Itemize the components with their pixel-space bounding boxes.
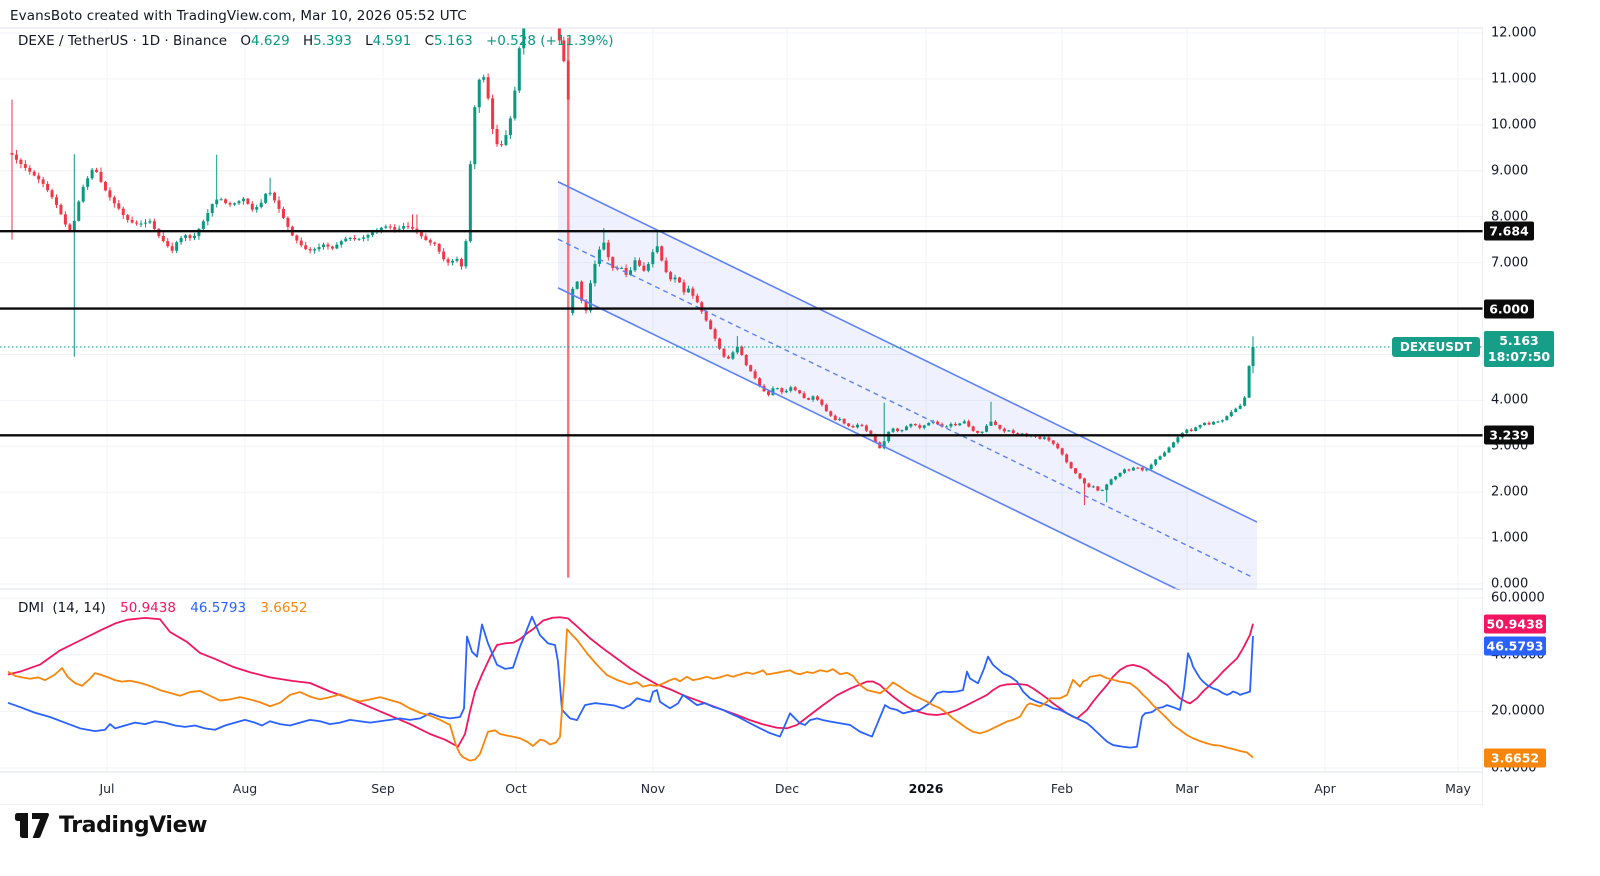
price-tick-label: 10.000 (1491, 117, 1537, 133)
price-tick-label: 11.000 (1491, 71, 1537, 87)
chart-canvas[interactable] (0, 0, 1483, 805)
last-price-countdown-badge: 5.163 18:07:50 (1484, 331, 1554, 367)
close-label: C (424, 33, 435, 49)
attribution-text: EvansBoto created with TradingView.com, … (10, 8, 467, 24)
price-axis[interactable]: 5.163 18:07:50 12.000 11.000 10.000 9.000 8.… (1483, 25, 1600, 805)
time-axis-label: Jul (99, 781, 115, 796)
price-tick-label: 12.000 (1491, 25, 1537, 41)
indicator-value-badge: 50.9438 (1484, 614, 1546, 634)
price-tick-label: 1.000 (1491, 530, 1529, 546)
time-axis-label: Feb (1050, 781, 1074, 796)
time-axis-label: May (1445, 781, 1471, 796)
indicator-value-badge: 46.5793 (1484, 636, 1546, 656)
indicator-tick-label: 60.0000 (1491, 590, 1545, 606)
time-axis[interactable]: Jul Aug Sep Oct Nov Dec 2026 Feb Mar Apr May (0, 772, 1483, 805)
price-tick-label: 0.000 (1491, 576, 1529, 592)
open-label: O (240, 33, 252, 49)
open-value: 4.629 (251, 33, 290, 49)
low-value: 4.591 (372, 33, 412, 49)
change-value: +0.528 (+11.39%) (485, 33, 614, 49)
last-price: 5.163 (1499, 333, 1539, 348)
time-axis-label: 2026 (908, 781, 944, 796)
close-value: 5.163 (434, 33, 473, 49)
tradingview-logo[interactable]: TradingView (14, 812, 207, 839)
indicator-value-badge: 3.6652 (1484, 748, 1546, 768)
adx-value: 50.9438 (120, 600, 176, 616)
high-value: 5.393 (313, 33, 352, 49)
plus-di-value: 46.5793 (190, 600, 247, 616)
minus-di-value: 3.6652 (260, 600, 308, 616)
price-level-badge: 6.000 (1484, 299, 1534, 319)
price-level-badge: 3.239 (1484, 425, 1534, 445)
low-label: L (365, 33, 373, 49)
time-axis-label: Sep (371, 781, 395, 796)
time-axis-label: Nov (640, 781, 666, 796)
price-tick-label: 9.000 (1491, 163, 1529, 179)
symbol-title: DEXE / TetherUS · 1D · Binance (18, 33, 228, 49)
price-tick-label: 4.000 (1491, 392, 1529, 408)
time-axis-label: Mar (1175, 781, 1199, 796)
price-tick-label: 2.000 (1491, 484, 1529, 500)
high-label: H (303, 33, 314, 49)
price-level-badge: 7.684 (1484, 221, 1534, 241)
indicator-tick-label: 20.0000 (1491, 703, 1545, 719)
price-tick-label: 8.000 (1491, 209, 1529, 225)
time-axis-label: Dec (774, 781, 800, 796)
tradingview-logo-text: TradingView (59, 813, 208, 838)
price-line-symbol-flag: DEXEUSDT (1391, 337, 1480, 357)
symbol-header: DEXE / TetherUS · 1D · Binance O4.629 H5… (18, 33, 614, 49)
indicator-header: DMI (14, 14) 50.9438 46.5793 3.6652 (18, 600, 308, 616)
tradingview-logo-icon (15, 812, 50, 838)
indicator-params: (14, 14) (52, 600, 106, 616)
bar-countdown: 18:07:50 (1487, 349, 1551, 364)
time-axis-label: Apr (1314, 781, 1336, 796)
time-axis-label: Oct (505, 781, 527, 796)
time-axis-label: Aug (232, 781, 258, 796)
price-tick-label: 7.000 (1491, 255, 1529, 271)
indicator-title: DMI (18, 600, 45, 616)
